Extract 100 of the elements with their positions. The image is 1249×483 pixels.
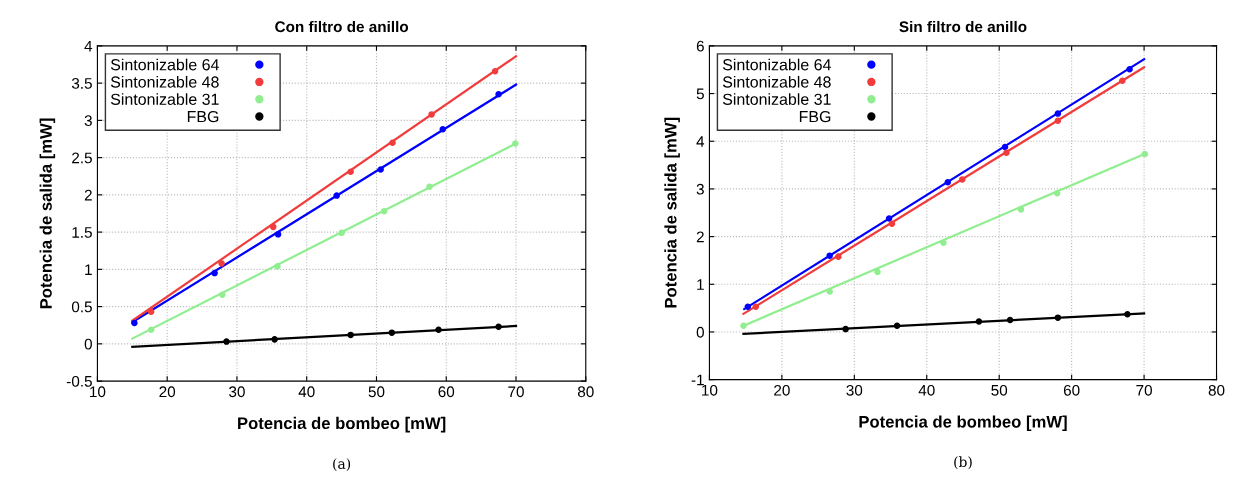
point xyxy=(1006,316,1014,324)
point xyxy=(1126,65,1133,73)
point xyxy=(389,139,396,146)
legend-label: Sintonizable 31 xyxy=(110,93,219,105)
point xyxy=(428,111,435,118)
x-tick-label: 30 xyxy=(846,384,863,396)
legend-label: Sintonizable 48 xyxy=(110,75,219,88)
x-axis-title: Potencia de bombeo [mW] xyxy=(859,415,1067,431)
x-tick-label: 30 xyxy=(229,386,245,398)
y-tick-label: 0 xyxy=(84,338,92,350)
point xyxy=(940,239,947,247)
point xyxy=(219,291,226,298)
point xyxy=(959,176,966,183)
x-tick-label: 70 xyxy=(1136,384,1152,396)
x-axis-title: Potencia de bombeo [mW] xyxy=(238,416,446,433)
point xyxy=(269,223,277,231)
x-tick-label: 60 xyxy=(438,386,455,398)
y-tick-label: 6 xyxy=(696,40,704,52)
legend-label: FBG xyxy=(187,110,219,123)
point xyxy=(826,252,833,259)
y-tick-label: 0 xyxy=(696,326,704,338)
point xyxy=(1054,314,1062,321)
chart-title: Sin filtro de anillo xyxy=(899,20,1027,33)
x-tick-label: 10 xyxy=(702,384,718,396)
y-tick-label: 3 xyxy=(696,183,704,195)
point xyxy=(426,183,433,190)
legend-label: Sintonizable 64 xyxy=(722,58,831,71)
legend-label: Sintonizable 48 xyxy=(722,75,831,88)
point xyxy=(347,331,354,339)
point xyxy=(491,67,499,75)
point xyxy=(147,326,155,333)
point xyxy=(333,192,340,199)
chart-title: Con filtro de anillo xyxy=(275,20,409,33)
point xyxy=(885,215,893,222)
point xyxy=(874,268,881,276)
text: (b) xyxy=(954,456,972,470)
x-tick-label: 10 xyxy=(90,386,106,398)
point xyxy=(893,322,901,330)
x-tick-label: 50 xyxy=(991,384,1008,396)
point xyxy=(512,140,519,147)
point xyxy=(211,269,218,277)
point xyxy=(218,260,225,267)
y-axis-title: Potencia de salida [mW] xyxy=(664,117,680,308)
x-tick-label: 70 xyxy=(508,386,524,398)
y-tick-label: 3 xyxy=(84,115,92,127)
y-tick-label: 3.5 xyxy=(71,78,92,89)
point xyxy=(888,220,896,227)
point xyxy=(744,303,752,310)
point xyxy=(223,338,230,345)
point xyxy=(842,325,849,333)
point xyxy=(1119,77,1126,84)
point xyxy=(274,231,282,238)
legend-label: FBG xyxy=(799,110,831,123)
point xyxy=(1017,206,1025,213)
x-tick-label: 20 xyxy=(774,384,790,396)
point xyxy=(435,326,442,333)
point xyxy=(1001,143,1009,151)
point xyxy=(1003,149,1010,156)
x-tick-label: 80 xyxy=(577,386,594,398)
y-axis-title: Potencia de salida [mW] xyxy=(39,118,56,309)
point xyxy=(944,178,952,186)
point xyxy=(1141,150,1149,158)
point xyxy=(377,166,384,173)
point xyxy=(835,253,842,260)
point xyxy=(752,303,760,310)
y-tick-label: 4 xyxy=(84,40,93,52)
y-tick-label: -1 xyxy=(691,374,704,386)
point xyxy=(495,323,502,330)
y-tick-label: 5 xyxy=(696,88,704,100)
legend-label: Sintonizable 31 xyxy=(722,93,831,105)
point xyxy=(338,229,345,237)
point xyxy=(274,263,281,270)
legend-label: Sintonizable 64 xyxy=(110,58,219,71)
y-tick-label: 0.5 xyxy=(71,301,92,313)
point xyxy=(131,319,138,327)
y-tick-label: 1 xyxy=(85,264,92,275)
text: (a) xyxy=(333,458,351,471)
point xyxy=(439,126,447,133)
point xyxy=(826,288,833,295)
point xyxy=(380,207,388,215)
point xyxy=(495,91,502,98)
y-tick-label: 1 xyxy=(697,279,704,290)
x-tick-label: 40 xyxy=(918,384,935,396)
point xyxy=(347,168,354,176)
point xyxy=(975,318,983,325)
y-tick-label: 2 xyxy=(84,189,92,201)
x-tick-label: 60 xyxy=(1063,384,1080,396)
x-tick-label: 20 xyxy=(159,386,176,398)
y-tick-label: -0.5 xyxy=(66,375,92,387)
y-tick-label: 4 xyxy=(696,136,705,147)
point xyxy=(1054,110,1062,117)
x-tick-label: 50 xyxy=(368,386,385,398)
point xyxy=(1053,189,1061,197)
y-tick-label: 2.5 xyxy=(72,152,92,164)
y-tick-label: 2 xyxy=(696,231,704,243)
point xyxy=(1054,117,1062,124)
x-tick-label: 40 xyxy=(298,386,315,398)
point xyxy=(388,329,396,336)
y-tick-label: 1.5 xyxy=(72,227,92,238)
x-tick-label: 80 xyxy=(1208,384,1225,396)
